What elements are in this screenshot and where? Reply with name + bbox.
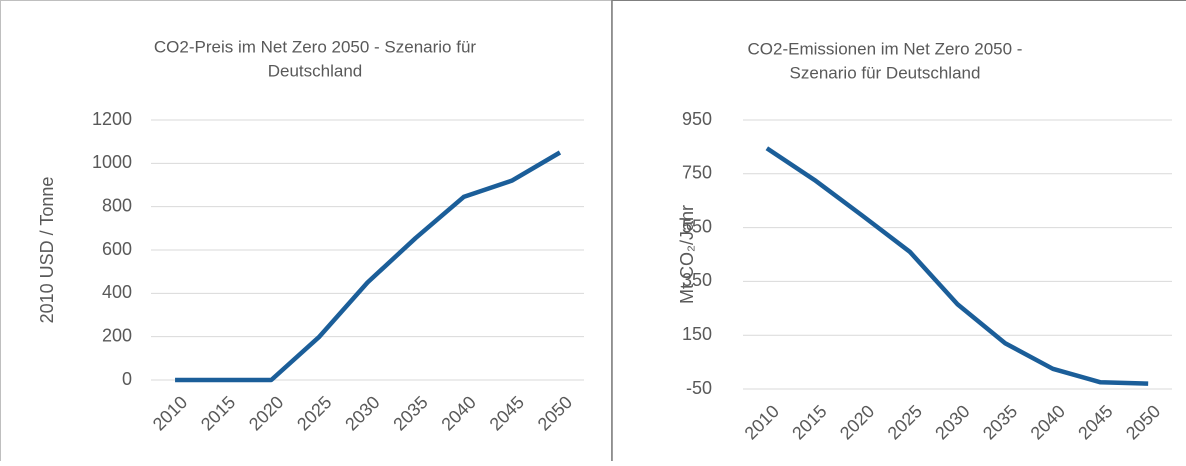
y-axis-label: 2010 USD / Tonne xyxy=(37,177,57,324)
y-tick-label: 950 xyxy=(682,109,712,129)
x-tick-label: 2035 xyxy=(389,392,431,434)
y-tick-label: 200 xyxy=(102,325,132,345)
x-tick-label: 2045 xyxy=(486,392,528,434)
y-tick-label: 350 xyxy=(682,270,712,290)
data-line xyxy=(765,146,1149,386)
y-tick-label: 600 xyxy=(102,239,132,259)
x-tick-label: 2050 xyxy=(534,392,576,434)
x-tick-label: 2010 xyxy=(741,401,783,443)
y-axis-label: Mt CO₂/Jahr xyxy=(677,205,697,304)
x-tick-label: 2030 xyxy=(931,401,973,443)
chart-title: Szenario für Deutschland xyxy=(790,63,981,82)
x-tick-label: 2045 xyxy=(1074,401,1116,443)
y-tick-label: 1200 xyxy=(92,109,132,129)
x-tick-label: 2035 xyxy=(979,401,1021,443)
chart-title: Deutschland xyxy=(268,61,363,80)
y-tick-label: 750 xyxy=(682,163,712,183)
x-tick-label: 2025 xyxy=(293,392,335,434)
y-tick-label: 150 xyxy=(682,324,712,344)
x-tick-label: 2015 xyxy=(197,392,239,434)
x-tick-label: 2020 xyxy=(245,392,287,434)
x-tick-label: 2010 xyxy=(149,392,191,434)
y-tick-label: 1000 xyxy=(92,152,132,172)
y-tick-label: 550 xyxy=(682,216,712,236)
y-tick-label: 0 xyxy=(122,369,132,389)
x-tick-label: 2040 xyxy=(1027,401,1069,443)
chart-title: CO2-Emissionen im Net Zero 2050 - xyxy=(748,39,1023,58)
x-tick-label: 2050 xyxy=(1122,401,1164,443)
y-tick-label: 800 xyxy=(102,195,132,215)
y-tick-label: -50 xyxy=(686,378,712,398)
x-tick-label: 2015 xyxy=(788,401,830,443)
x-tick-label: 2025 xyxy=(884,401,926,443)
x-tick-label: 2020 xyxy=(836,401,878,443)
chart-title: CO2-Preis im Net Zero 2050 - Szenario fü… xyxy=(154,37,477,56)
y-tick-label: 400 xyxy=(102,282,132,302)
x-tick-label: 2040 xyxy=(437,392,479,434)
x-tick-label: 2030 xyxy=(341,392,383,434)
data-line xyxy=(175,150,562,383)
